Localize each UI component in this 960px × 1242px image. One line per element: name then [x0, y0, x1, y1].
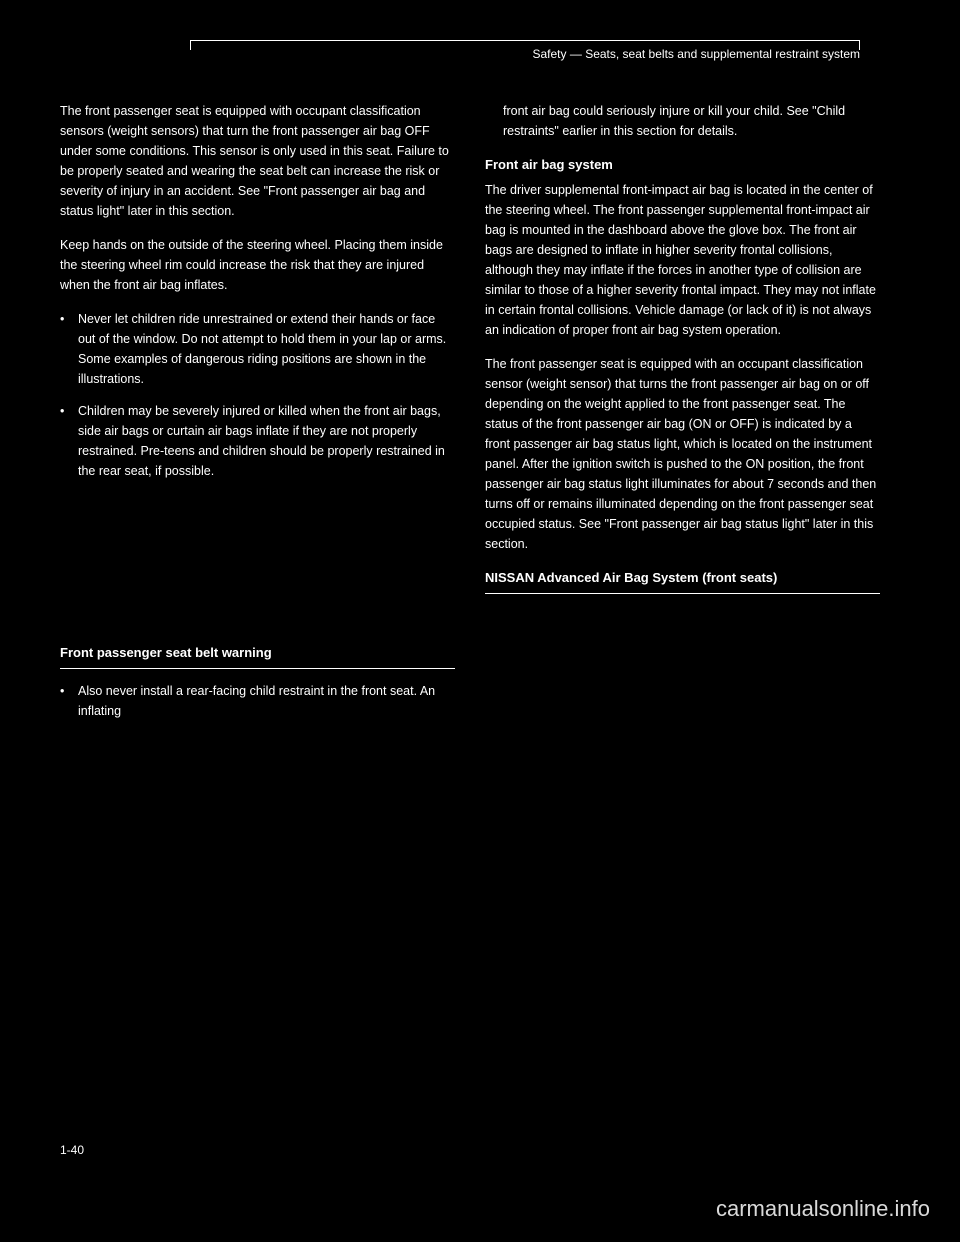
bullet-marker: • [60, 681, 78, 721]
bullet-text: Also never install a rear-facing child r… [78, 681, 455, 721]
bullet-text: Never let children ride unrestrained or … [78, 309, 455, 389]
header-rule [190, 40, 860, 41]
paragraph: The front passenger seat is equipped wit… [60, 101, 455, 221]
section-rule [485, 593, 880, 594]
paragraph: The driver supplemental front-impact air… [485, 180, 880, 340]
paragraph: The front passenger seat is equipped wit… [485, 354, 880, 554]
watermark: carmanualsonline.info [716, 1196, 930, 1222]
paragraph: Keep hands on the outside of the steerin… [60, 235, 455, 295]
header-text: Safety — Seats, seat belts and supplemen… [60, 47, 860, 61]
two-column-layout: The front passenger seat is equipped wit… [60, 101, 880, 733]
left-column: The front passenger seat is equipped wit… [60, 101, 455, 733]
paragraph-continuation: front air bag could seriously injure or … [485, 101, 880, 141]
section-heading: Front passenger seat belt warning [60, 643, 455, 664]
bullet-text: Children may be severely injured or kill… [78, 401, 455, 481]
page-number: 1-40 [60, 1143, 84, 1157]
bullet-item: • Also never install a rear-facing child… [60, 681, 455, 721]
bullet-item: • Children may be severely injured or ki… [60, 401, 455, 481]
page-container: Safety — Seats, seat belts and supplemen… [0, 0, 960, 793]
right-column: front air bag could seriously injure or … [485, 101, 880, 733]
section-heading: NISSAN Advanced Air Bag System (front se… [485, 568, 880, 589]
bullet-item: • Never let children ride unrestrained o… [60, 309, 455, 389]
section-rule [60, 668, 455, 669]
bullet-marker: • [60, 401, 78, 481]
section-heading: Front air bag system [485, 155, 880, 176]
bullet-marker: • [60, 309, 78, 389]
